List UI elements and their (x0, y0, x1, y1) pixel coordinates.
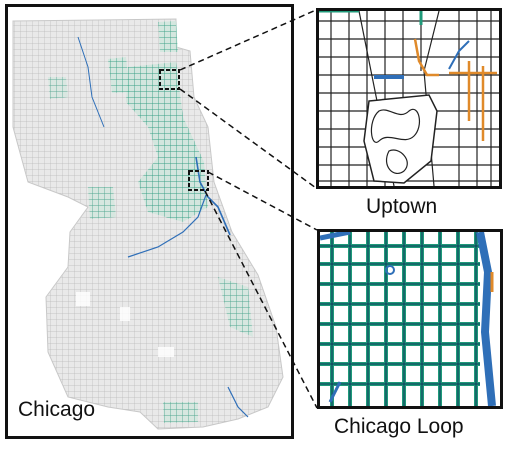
loop-inset-map (317, 229, 503, 409)
chicago-street-network (12, 18, 284, 430)
uptown-street-detail (319, 11, 499, 186)
chicago-main-map (5, 4, 294, 439)
uptown-inset-map (316, 8, 502, 189)
chicago-loop-label: Chicago Loop (334, 415, 464, 438)
loop-street-detail (320, 232, 500, 406)
uptown-callout-box (159, 69, 180, 90)
chicago-label: Chicago (18, 398, 96, 421)
uptown-label: Uptown (366, 195, 438, 218)
